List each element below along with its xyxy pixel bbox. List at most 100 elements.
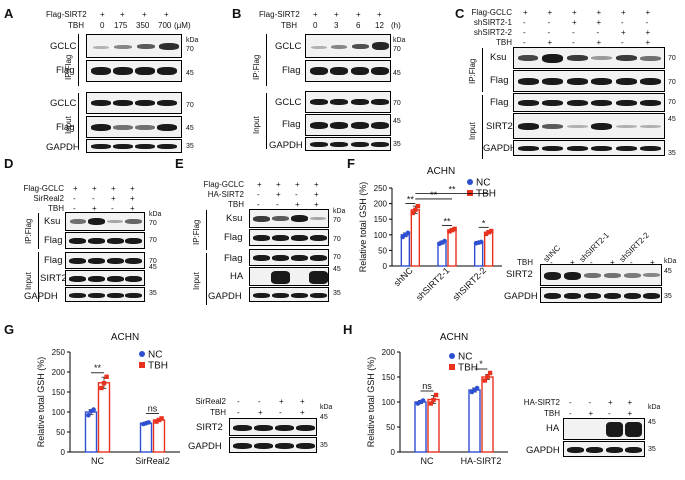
ip-label: IP:Flag [192,219,201,245]
data-point [86,412,91,418]
x-tick-label: NC [91,456,104,466]
mark: - [258,397,261,406]
y-tick-label: 150 [374,215,388,224]
mark: + [130,194,135,203]
panel-b-letter: B [232,6,242,21]
mw-marker: 45 [333,266,341,273]
chart-title: ACHN [440,332,468,343]
blot-gapdh [513,140,665,156]
mark: + [73,184,78,193]
legend-label: TBH [148,361,168,372]
ip-label: IP:Flag [252,54,261,80]
blot-gclc-input [86,92,182,114]
row-label: TBH [496,38,512,47]
data-point [156,417,162,423]
blot-label: GAPDH [46,142,80,153]
blot-sirt2 [513,113,665,139]
row-label: HA-SIRT2 [207,190,244,199]
panel-f-letter: F [347,156,355,171]
bar [400,234,411,267]
mark: + [130,184,135,193]
y-axis-label: Relative total GSH (%) [36,357,46,448]
ip-bracket [482,48,483,92]
legend-label: NC [476,178,490,189]
blot-label: Flag [490,97,509,108]
mark: - [73,204,76,213]
mark: + [258,408,263,417]
row-label: shSIRT2-2 [473,28,512,37]
y-tick-label: 50 [56,428,65,437]
row-label: Flag-GCLC [203,180,244,189]
mark: + [572,18,577,27]
mw-marker: 45 [186,125,194,132]
kda-label: kDa [320,404,333,411]
legend-marker [467,179,473,185]
data-point [101,381,107,386]
mw-marker: 45 [668,116,676,123]
ip-bracket [38,213,39,249]
chart-f: 0 50 100 150 200 250 Relative total GSH (%) ACH… [358,166,502,303]
mw-marker: 35 [668,150,676,157]
mark: + [596,18,602,27]
chart-title: ACHN [111,332,139,343]
blot-gclc-ip [86,34,182,58]
data-point [146,420,151,425]
chart-h: 0 50 100 150 200 Relative total GSH (%) ACHN NC… [366,332,508,466]
wb-group-label: shSIRT2-1 [577,230,611,264]
chart-title: ACHN [427,166,455,177]
x-tick-label: HA-SIRT2 [461,456,502,466]
dose: 350 [136,21,150,30]
row-label: Flag-GCLC [471,8,512,17]
mw-marker: 70 [333,217,341,224]
blot-label: Ksu [490,52,507,63]
ip-label: IP:Flag [24,218,33,244]
mark: + [596,38,602,47]
mark: - [621,18,624,27]
blot-flag-ip [305,60,391,82]
data-point [420,398,426,403]
blot-label: GCLC [275,97,302,108]
y-tick-label: 50 [386,423,395,432]
y-tick-label: 0 [391,448,396,457]
blot-flag-input [305,114,391,136]
legend-marker [139,351,145,357]
blot-label: SIRT2 [196,422,223,433]
mw-marker: 45 [648,419,656,426]
blot-label: Ksu [226,213,243,224]
data-point [428,401,434,406]
y-axis-label: Relative total GSH (%) [358,182,368,273]
mark: + [608,398,613,407]
ip-label: IP:Flag [468,58,477,84]
mark: + [92,204,97,213]
row-label-flag-sirt2: Flag-SIRT2 [259,10,300,19]
blot-label: GCLC [275,41,302,52]
bar [427,398,440,453]
wb-row-label: TBH [544,409,560,418]
mark: - [523,28,526,37]
wb-row-label-tbh: TBH [517,258,533,267]
chart-g: 0 50 100 150 200 250 Relative total GSH (%) ACH… [36,332,180,466]
dose: 175 [114,21,128,30]
wb-row-label: TBH [210,408,226,417]
mw-marker: 70 [668,79,676,86]
y-tick-label: 100 [52,408,66,417]
blot-label: Flag [224,232,243,243]
ip-bracket [206,210,207,250]
row-label-tbh: TBH [68,21,84,30]
blot-sirt2 [229,418,317,436]
mark: + [164,10,169,19]
mark: + [111,184,116,193]
dose: 700 [158,21,172,30]
mw-marker: 70 [668,55,676,62]
blot-ksu [249,209,329,228]
mark: + [621,8,626,17]
mark: - [92,194,95,203]
mw-marker: 35 [320,442,328,449]
mw-marker: 45 [393,70,401,77]
input-bracket [38,252,39,302]
data-point [413,207,418,213]
data-point [431,397,436,403]
mw-marker: 45 [664,268,672,275]
bar [481,376,494,453]
x-tick-label: NC [421,456,434,466]
